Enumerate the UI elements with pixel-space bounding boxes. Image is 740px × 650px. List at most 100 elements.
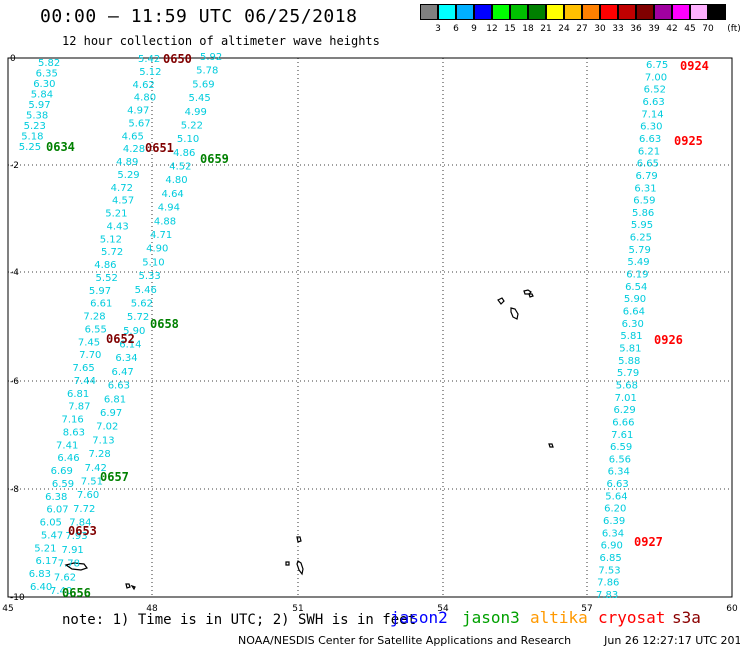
pass-time-label: 0924 — [680, 59, 709, 73]
wave-height-label: 7.00 — [645, 72, 667, 83]
wave-height-label: 6.20 — [604, 504, 626, 515]
legend-swatch — [582, 4, 600, 20]
wave-height-label: 7.91 — [62, 545, 84, 556]
wave-height-label: 5.92 — [200, 52, 222, 63]
pass-time-label: 0652 — [106, 332, 135, 346]
legend-label: 70 — [702, 24, 714, 34]
legend-label: 39 — [648, 24, 660, 34]
legend-label: 42 — [666, 24, 678, 34]
legend-swatch — [420, 4, 438, 20]
wave-height-label: 5.21 — [105, 209, 127, 220]
wave-height-label: 5.86 — [632, 208, 654, 219]
lon-tick-label: 51 — [292, 604, 303, 614]
lat-tick-label: -10 — [10, 593, 25, 603]
pass-time-label: 0653 — [68, 524, 97, 538]
wave-height-label: 5.12 — [100, 234, 122, 245]
wave-height-label: 5.21 — [34, 543, 56, 554]
wave-height-label: 4.64 — [162, 189, 184, 200]
wave-height-label: 6.34 — [608, 467, 630, 478]
wave-height-label: 7.41 — [56, 440, 78, 451]
wave-height-label: 5.62 — [131, 298, 153, 309]
wave-height-label: 5.52 — [96, 273, 118, 284]
wave-height-label: 7.51 — [81, 476, 103, 487]
wave-height-label: 6.63 — [643, 97, 665, 108]
wave-height-label: 7.61 — [611, 430, 633, 441]
wave-height-label: 6.66 — [612, 417, 634, 428]
legend-label: 30 — [594, 24, 606, 34]
wave-height-label: 7.13 — [92, 435, 114, 446]
wave-height-label: 6.81 — [104, 394, 126, 405]
island-outline — [510, 307, 519, 320]
wave-height-label: 5.72 — [127, 312, 149, 323]
wave-height-label: 7.62 — [54, 572, 76, 583]
wave-height-label: 6.40 — [30, 582, 52, 593]
legend-unit: (ft) — [727, 24, 740, 34]
wave-height-label: 5.68 — [616, 380, 638, 391]
wave-height-label: 4.80 — [165, 175, 187, 186]
legend-label: 36 — [630, 24, 642, 34]
legend-label: 12 — [486, 24, 498, 34]
satellite-jason2: jason2 — [390, 608, 448, 627]
wave-height-label: 6.38 — [45, 492, 67, 503]
wave-height-label: 4.86 — [94, 260, 116, 271]
wave-height-label: 8.63 — [63, 427, 85, 438]
legend-swatch — [564, 4, 582, 20]
legend-swatch — [708, 4, 726, 20]
wave-height-label: 7.78 — [58, 559, 80, 570]
wave-height-label: 6.63 — [108, 381, 130, 392]
wave-height-label: 6.52 — [644, 85, 666, 96]
island-outline — [523, 289, 532, 295]
lon-tick-label: 45 — [2, 604, 13, 614]
wave-height-label: 5.95 — [631, 220, 653, 231]
wave-height-label: 5.78 — [196, 66, 218, 77]
pass-time-label: 0926 — [654, 333, 683, 347]
wave-height-label: 4.57 — [112, 196, 134, 207]
wave-height-label: 5.47 — [41, 530, 63, 541]
legend-label: 24 — [558, 24, 570, 34]
wave-height-label: 6.75 — [646, 60, 668, 71]
legend-label: 6 — [453, 24, 459, 34]
wave-height-label: 5.72 — [101, 247, 123, 258]
wave-height-label: 5.10 — [142, 257, 164, 268]
page-title: 00:00 – 11:59 UTC 06/25/2018 — [40, 6, 358, 27]
legend-label: 45 — [684, 24, 696, 34]
wave-height-label: 5.18 — [21, 132, 43, 143]
wave-height-label: 6.56 — [609, 454, 631, 465]
wave-height-label: 5.79 — [617, 368, 639, 379]
wave-height-label: 6.63 — [606, 479, 628, 490]
wave-height-label: 6.21 — [638, 146, 660, 157]
island-outline — [285, 561, 290, 566]
pass-time-label: 0657 — [100, 470, 129, 484]
pass-time-label: 0925 — [674, 134, 703, 148]
island-outline — [64, 562, 88, 571]
wave-height-label: 7.01 — [615, 393, 637, 404]
wave-height-label: 6.14 — [119, 340, 141, 351]
island-outline — [497, 297, 505, 305]
map-frame — [7, 57, 733, 598]
wave-height-label: 6.34 — [602, 528, 624, 539]
wave-height-label: 6.35 — [36, 69, 58, 80]
wave-height-label: 5.10 — [177, 134, 199, 145]
wave-height-label: 6.69 — [51, 466, 73, 477]
timestamp: Jun 26 12:27:17 UTC 2018 — [604, 634, 740, 647]
wave-height-label: 5.33 — [138, 271, 160, 282]
wave-height-label: 7.44 — [74, 376, 96, 387]
credit-text: NOAA/NESDIS Center for Satellite Applica… — [238, 634, 572, 647]
wave-height-label: 4.65 — [122, 131, 144, 142]
pass-time-label: 0651 — [145, 141, 174, 155]
wave-height-label: 4.28 — [123, 144, 145, 155]
wave-height-label: 5.82 — [38, 58, 60, 69]
legend-label: 3 — [435, 24, 441, 34]
wave-height-label: 7.28 — [83, 312, 105, 323]
wave-height-label: 7.84 — [69, 518, 91, 529]
wave-height-label: 6.30 — [33, 79, 55, 90]
wave-height-label: 6.25 — [630, 233, 652, 244]
wave-height-label: 5.90 — [123, 326, 145, 337]
wave-height-label: 5.38 — [26, 111, 48, 122]
island-outline — [130, 584, 136, 591]
wave-height-label: 6.85 — [599, 553, 621, 564]
wave-height-label: 6.97 — [100, 408, 122, 419]
wave-height-label: 5.42 — [138, 54, 160, 65]
wave-height-label: 5.69 — [192, 79, 214, 90]
